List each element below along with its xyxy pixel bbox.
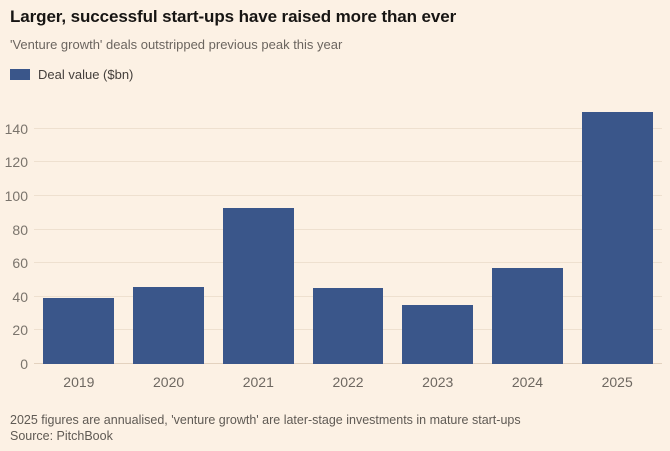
- bar-slot-2022: [303, 95, 393, 364]
- bar-2023: [402, 305, 474, 364]
- bar-2022: [312, 288, 384, 364]
- y-tick-label-20: 20: [12, 322, 28, 339]
- x-tick-label-2021: 2021: [242, 374, 274, 390]
- x-tick-label-2020: 2020: [153, 374, 185, 390]
- x-tick-label-2023: 2023: [422, 374, 454, 390]
- y-axis: 0 20 40 60 80 100 120 140: [0, 95, 34, 371]
- x-axis: 2019 2020 2021 2022 2023 2024 2025: [34, 366, 662, 392]
- bar-2025: [581, 111, 653, 364]
- source-credit: Source: PitchBook: [10, 429, 113, 443]
- chart-title: Larger, successful start-ups have raised…: [10, 7, 457, 26]
- bar-slot-2019: [34, 95, 124, 364]
- bar-slot-2023: [393, 95, 483, 364]
- y-tick-label-120: 120: [4, 154, 28, 171]
- bar-slot-2021: [213, 95, 303, 364]
- gridline-140: [34, 127, 662, 129]
- gridline-80: [34, 228, 662, 230]
- x-tick-label-2022: 2022: [332, 374, 364, 390]
- y-tick-label-100: 100: [4, 187, 28, 204]
- chart-subtitle: 'Venture growth' deals outstripped previ…: [10, 37, 343, 52]
- plot-area: [34, 95, 662, 364]
- y-tick-label-60: 60: [12, 255, 28, 272]
- bar-2020: [133, 286, 205, 364]
- bar-2024: [492, 268, 563, 364]
- legend-label: Deal value ($bn): [38, 67, 134, 82]
- gridline-100: [34, 194, 662, 196]
- y-tick-label-0: 0: [20, 356, 28, 372]
- gridline-120: [34, 161, 662, 163]
- footnote: 2025 figures are annualised, 'venture gr…: [10, 413, 521, 427]
- bar-slot-2020: [124, 95, 214, 364]
- bar-chart: 0 20 40 60 80 100 120 140 2019 2020 2021 2022 2023 2…: [0, 95, 670, 392]
- x-tick-label-2025: 2025: [601, 374, 633, 390]
- x-tick-label-2024: 2024: [511, 374, 544, 390]
- bars-container: [34, 95, 662, 364]
- y-tick-label-140: 140: [4, 120, 28, 137]
- chart-footer: 2025 figures are annualised, 'venture gr…: [10, 412, 660, 444]
- bar-2021: [222, 207, 294, 364]
- y-tick-label-40: 40: [12, 288, 28, 305]
- bar-slot-2024: [483, 95, 573, 364]
- legend: Deal value ($bn): [10, 67, 133, 82]
- bar-2019: [43, 298, 115, 364]
- x-tick-label-2019: 2019: [63, 374, 95, 390]
- gridline-60: [34, 262, 662, 264]
- legend-swatch-icon: [10, 69, 30, 80]
- y-tick-label-80: 80: [12, 221, 28, 238]
- bar-slot-2025: [572, 95, 662, 364]
